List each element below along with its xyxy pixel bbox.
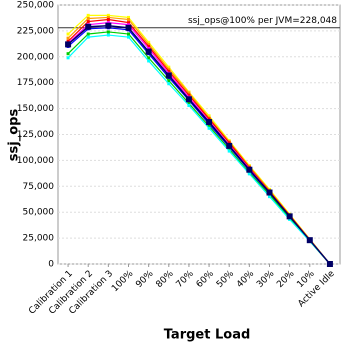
point-marker	[207, 126, 211, 130]
point-marker	[66, 56, 70, 60]
point-marker	[286, 213, 293, 220]
point-marker	[106, 21, 110, 25]
x-axis-label: Target Load	[164, 328, 251, 343]
point-marker	[127, 23, 130, 27]
point-marker	[227, 149, 231, 153]
annotation: ssj_ops@100% per JVM=228,048	[188, 16, 337, 26]
x-tick-label: 20%	[275, 269, 297, 291]
point-marker	[86, 20, 90, 24]
point-marker	[167, 79, 171, 83]
x-tick-label: 40%	[235, 269, 257, 291]
x-tick-label: 30%	[255, 269, 277, 291]
point-marker	[65, 41, 72, 48]
point-marker	[207, 114, 211, 118]
point-marker	[147, 59, 151, 63]
point-marker	[227, 147, 231, 151]
point-marker	[127, 15, 130, 19]
point-marker	[86, 13, 90, 17]
point-marker	[86, 35, 90, 39]
point-marker	[187, 93, 191, 97]
point-marker	[66, 52, 70, 56]
point-marker	[66, 39, 70, 43]
point-marker	[147, 44, 151, 48]
series-line	[67, 14, 331, 265]
point-marker	[167, 69, 171, 73]
point-marker	[167, 67, 171, 71]
point-marker	[207, 124, 211, 128]
point-marker	[105, 22, 112, 29]
point-marker	[227, 141, 231, 145]
x-tick-label: 80%	[154, 269, 176, 291]
point-marker	[226, 142, 233, 149]
point-marker	[167, 82, 171, 86]
point-marker	[165, 72, 172, 79]
point-marker	[125, 24, 132, 31]
x-tick-label: 90%	[134, 269, 156, 291]
point-marker	[106, 30, 110, 34]
x-tick-label: 100%	[110, 269, 136, 295]
x-tick-label: 60%	[195, 269, 217, 291]
y-tick-label: 175,000	[17, 78, 54, 88]
point-marker	[306, 237, 313, 244]
x-tick-label: 50%	[215, 269, 237, 291]
point-marker	[66, 32, 70, 36]
y-tick-label: 75,000	[23, 182, 55, 192]
point-marker	[207, 117, 211, 121]
series-line	[67, 24, 331, 265]
point-marker	[147, 42, 151, 46]
y-tick-label: 125,000	[17, 130, 54, 140]
y-tick-label: 0	[48, 260, 54, 270]
point-marker	[127, 21, 130, 25]
point-marker	[246, 166, 253, 173]
y-tick-label: 150,000	[17, 104, 54, 114]
y-tick-label: 200,000	[17, 52, 54, 62]
point-marker	[266, 189, 273, 196]
y-tick-label: 50,000	[23, 208, 55, 218]
series-line	[67, 31, 331, 265]
point-marker	[86, 16, 90, 20]
y-tick-label: 100,000	[17, 156, 54, 166]
point-marker	[127, 18, 130, 22]
y-tick-label: 25,000	[23, 234, 55, 244]
point-marker	[106, 13, 110, 17]
point-marker	[85, 23, 92, 30]
x-tick-label: 70%	[175, 269, 197, 291]
point-marker	[147, 56, 151, 60]
y-tick-label: 225,000	[17, 26, 54, 36]
point-marker	[127, 32, 130, 36]
point-marker	[288, 217, 292, 221]
point-marker	[185, 96, 192, 103]
point-marker	[326, 261, 333, 267]
point-marker	[127, 35, 130, 39]
point-marker	[187, 101, 191, 105]
point-marker	[268, 195, 271, 199]
point-marker	[167, 65, 171, 69]
point-marker	[206, 119, 213, 126]
point-marker	[147, 47, 151, 51]
point-marker	[187, 91, 191, 95]
point-marker	[86, 32, 90, 36]
point-marker	[106, 18, 110, 22]
point-marker	[145, 48, 152, 55]
point-marker	[106, 33, 110, 37]
point-marker	[147, 40, 151, 44]
point-marker	[66, 36, 70, 40]
point-marker	[106, 15, 110, 19]
series-line	[67, 34, 331, 265]
point-marker	[247, 172, 251, 176]
y-tick-label: 250,000	[17, 1, 54, 11]
point-marker	[187, 103, 191, 107]
y-axis-label: ssj_ops	[7, 109, 22, 162]
